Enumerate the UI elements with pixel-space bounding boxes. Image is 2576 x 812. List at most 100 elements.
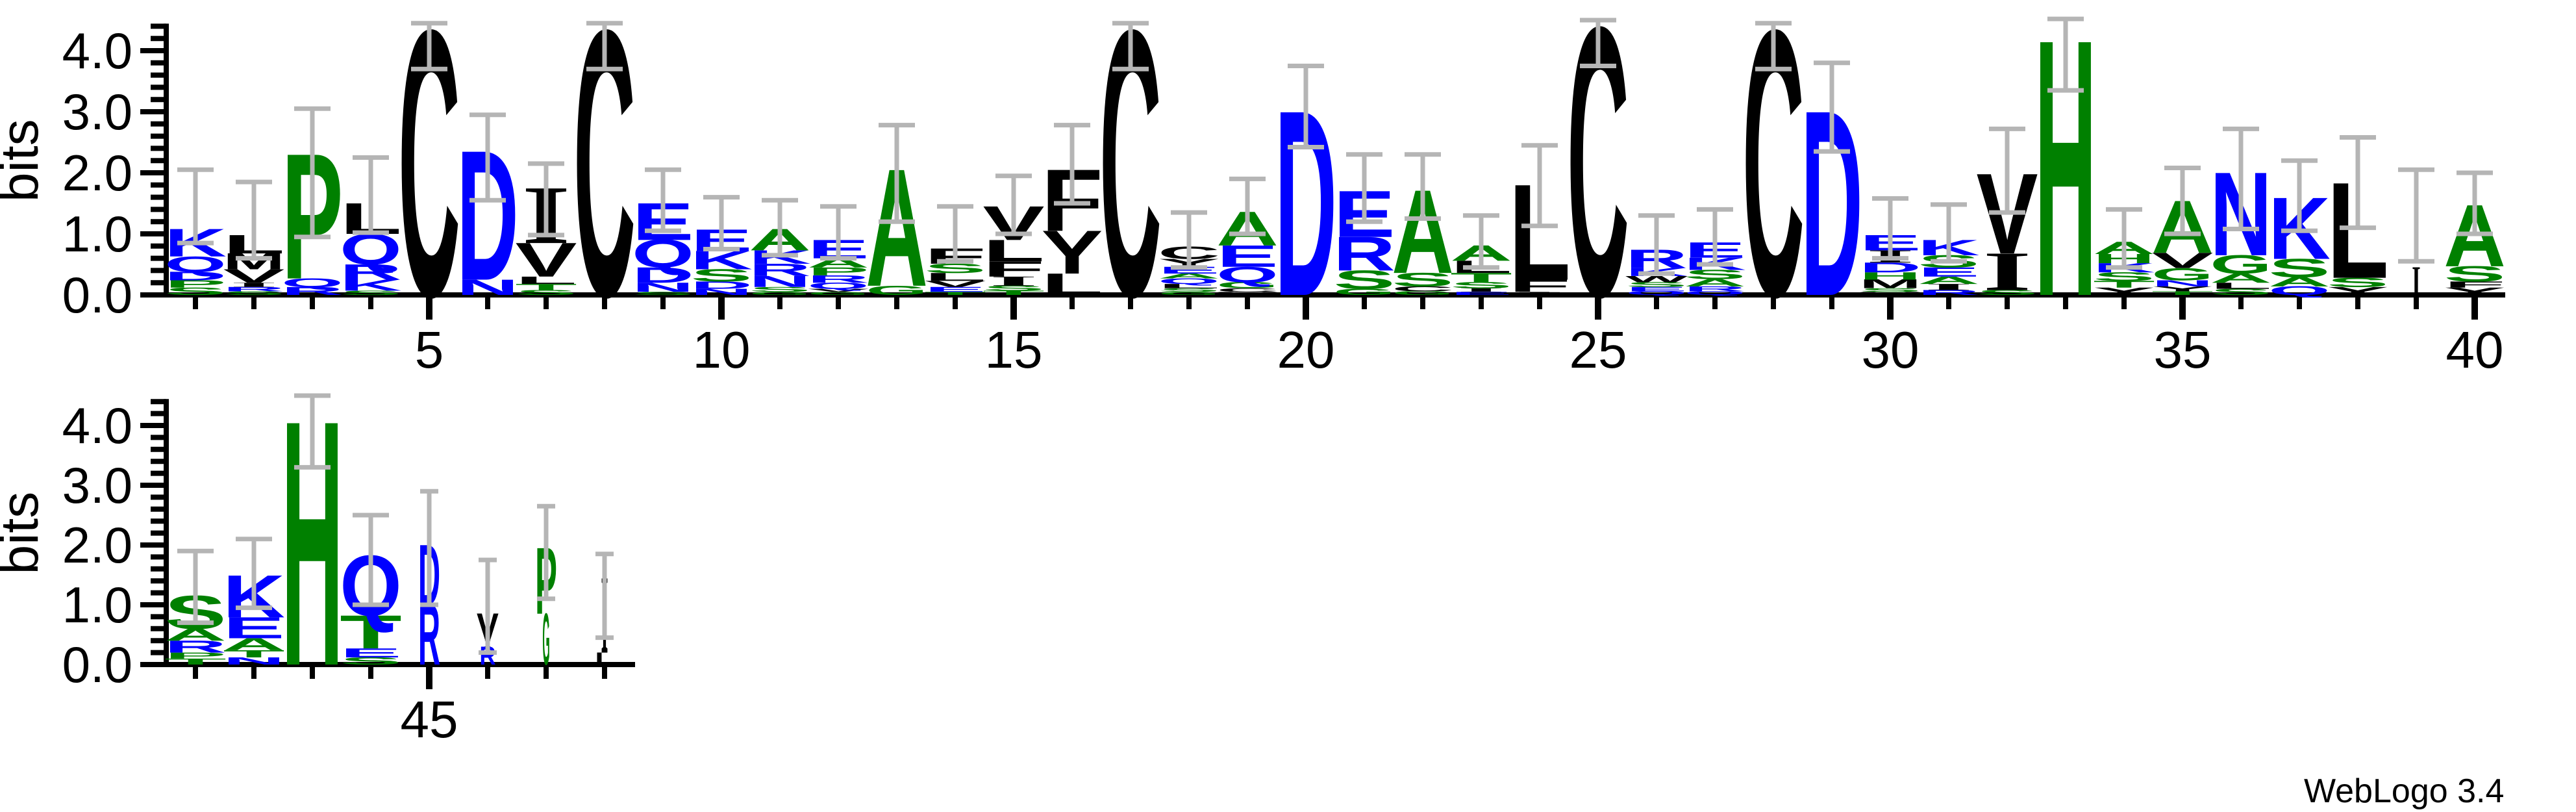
logo-letter: A — [2268, 275, 2331, 290]
logo-letter: N — [456, 275, 519, 299]
logo-letter: Y — [2444, 285, 2505, 297]
logo-letter: G — [542, 599, 549, 681]
logo-letter: R — [281, 285, 344, 298]
logo-letter: G — [1392, 290, 1453, 296]
logo-letter: R — [164, 637, 227, 657]
logo-letter: S — [1158, 287, 1219, 293]
logo-letter: Y — [2327, 285, 2388, 298]
logo-letter: A — [1158, 272, 1220, 280]
logo-letter: N — [749, 273, 811, 290]
logo-letter: S — [1859, 287, 1921, 293]
logo-letter: V — [807, 288, 869, 293]
x-tick-label: 10 — [693, 321, 751, 379]
logo-letter: Y — [2093, 285, 2155, 297]
logo-letter: Q — [2268, 284, 2330, 298]
logo-letter: S — [1450, 280, 1512, 290]
logo-letter: L — [2210, 281, 2272, 290]
logo-letter: N — [690, 287, 753, 297]
logo-letter: P — [807, 265, 869, 278]
logo-letter: N — [223, 655, 285, 667]
logo-letter: Y — [2151, 285, 2213, 293]
logo-letter: I — [1515, 291, 1564, 296]
logo-letter: S — [2210, 287, 2271, 297]
logo-letter: S — [515, 288, 577, 296]
logo-letter: E — [1918, 264, 1979, 279]
logo-letter: A — [2210, 271, 2272, 286]
x-tick-label: 45 — [401, 691, 458, 748]
logo-letter: R — [807, 273, 869, 285]
logo-letter: C — [1216, 287, 1279, 293]
logo-letter: P — [164, 651, 226, 661]
x-tick-label: 40 — [2446, 321, 2504, 379]
logo-letter: T — [223, 648, 285, 659]
logo-letter: S — [2268, 253, 2330, 283]
logo-letter: F — [1508, 276, 1571, 296]
logo-letter: T — [340, 605, 402, 659]
logo-letter: G — [866, 283, 927, 298]
y-tick-label: 2.0 — [62, 144, 132, 201]
logo-letter: Q — [807, 281, 869, 290]
logo-letter: E — [1216, 239, 1278, 273]
logo-letter: S — [2327, 275, 2388, 290]
logo-letter: R — [223, 286, 285, 293]
logo-letter: T — [515, 282, 577, 292]
logo-letter: G — [2151, 264, 2213, 284]
logo-letter: T — [982, 289, 1045, 296]
logo-letter: S — [1333, 265, 1395, 295]
logo-letter: T — [2093, 279, 2155, 290]
logo-letter: S — [1976, 288, 2038, 296]
logo-letter: S — [1392, 269, 1453, 290]
logo-letter: S — [223, 290, 284, 296]
logo-letter: L — [982, 233, 1045, 268]
y-tick-label: 4.0 — [62, 22, 132, 79]
logo-letter: S — [924, 261, 986, 276]
logo-letter: I — [989, 273, 1038, 289]
x-tick-label: 30 — [1862, 321, 1919, 379]
logo-letter: I — [1457, 287, 1505, 294]
logo-letter: E — [1450, 291, 1512, 296]
logo-letter: R — [1684, 285, 1746, 293]
logo-letter: A — [164, 625, 227, 644]
logo-letter: S — [749, 286, 810, 294]
logo-letter: T — [924, 291, 986, 296]
logo-letter: I — [2412, 259, 2420, 305]
logo-letter: L — [1041, 267, 1103, 302]
logo-letter: S — [982, 285, 1044, 292]
logo-letter: A — [223, 635, 285, 654]
logo-letter: F — [2444, 279, 2506, 289]
logo-letter: S — [632, 291, 694, 296]
logo-letter: D — [690, 279, 753, 291]
logo-letter: G — [2210, 249, 2271, 279]
x-tick-label: 5 — [415, 321, 444, 379]
y-tick-label: 0.0 — [62, 636, 132, 693]
logo-letter: S — [1625, 281, 1687, 288]
y-tick-label: 3.0 — [62, 457, 132, 514]
logo-letter: Q — [1625, 290, 1687, 296]
logo-letter: V — [223, 265, 284, 286]
y-tick-label: 2.0 — [62, 516, 132, 574]
logo-letter: V — [2151, 248, 2213, 273]
y-tick-label: 1.0 — [62, 205, 132, 262]
y-tick-label: 0.0 — [62, 266, 132, 324]
logo-letter: L — [1158, 283, 1220, 290]
logo-letter: Q — [1158, 277, 1219, 286]
y-tick-label: 1.0 — [62, 576, 132, 633]
logo-letter: K — [340, 277, 402, 294]
x-tick-label: 20 — [1277, 321, 1335, 379]
x-tick-label: 25 — [1569, 321, 1627, 379]
logo-letter: G — [807, 291, 869, 296]
logo-letter: Q — [1684, 290, 1745, 296]
logo-letter: H — [1859, 270, 1921, 282]
logo-letter: V — [1216, 291, 1278, 296]
logo-letter: C — [1392, 285, 1454, 293]
y-tick-label: 3.0 — [62, 83, 132, 140]
logo-letter: D — [1859, 260, 1921, 275]
x-tick-label: 35 — [2154, 321, 2212, 379]
logo-letter: I — [229, 281, 278, 288]
logo-letter: Y — [1041, 218, 1103, 287]
logo-letter: L — [924, 270, 986, 283]
logo-letter: L — [595, 650, 614, 668]
logo-letter: G — [1333, 287, 1395, 297]
logo-letter: E — [340, 646, 401, 660]
